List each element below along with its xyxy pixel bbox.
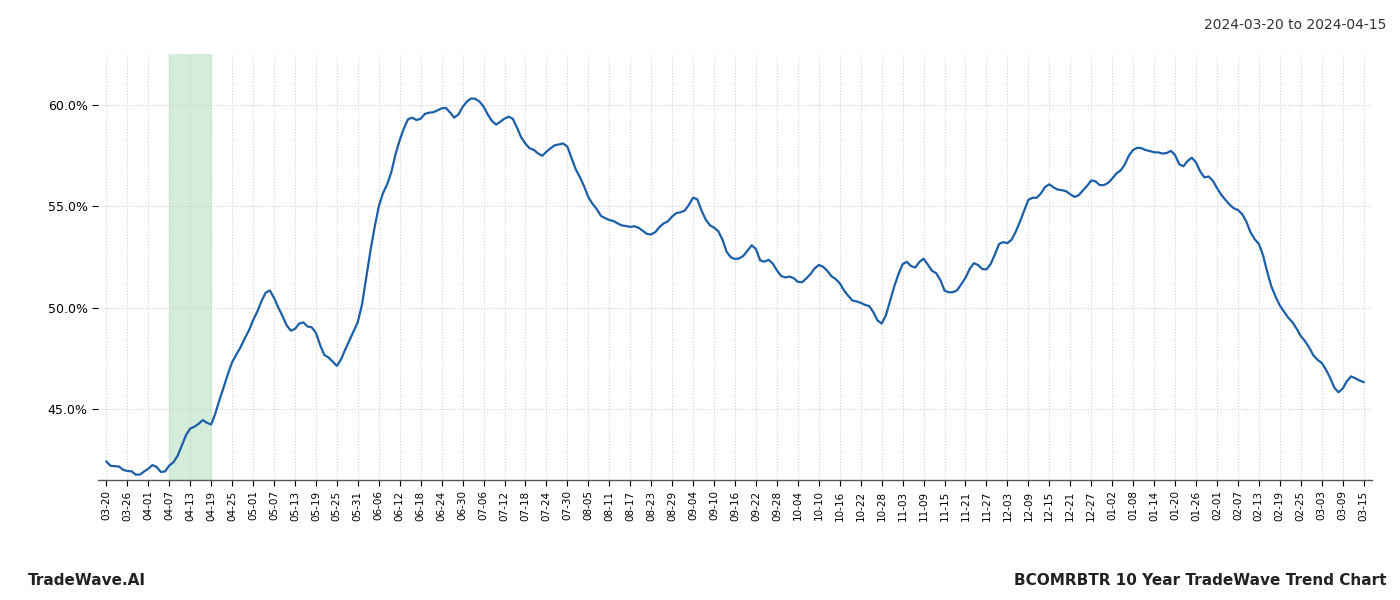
Text: 2024-03-20 to 2024-04-15: 2024-03-20 to 2024-04-15 xyxy=(1204,18,1386,32)
Text: TradeWave.AI: TradeWave.AI xyxy=(28,573,146,588)
Bar xyxy=(169,54,211,480)
Text: BCOMRBTR 10 Year TradeWave Trend Chart: BCOMRBTR 10 Year TradeWave Trend Chart xyxy=(1014,573,1386,588)
